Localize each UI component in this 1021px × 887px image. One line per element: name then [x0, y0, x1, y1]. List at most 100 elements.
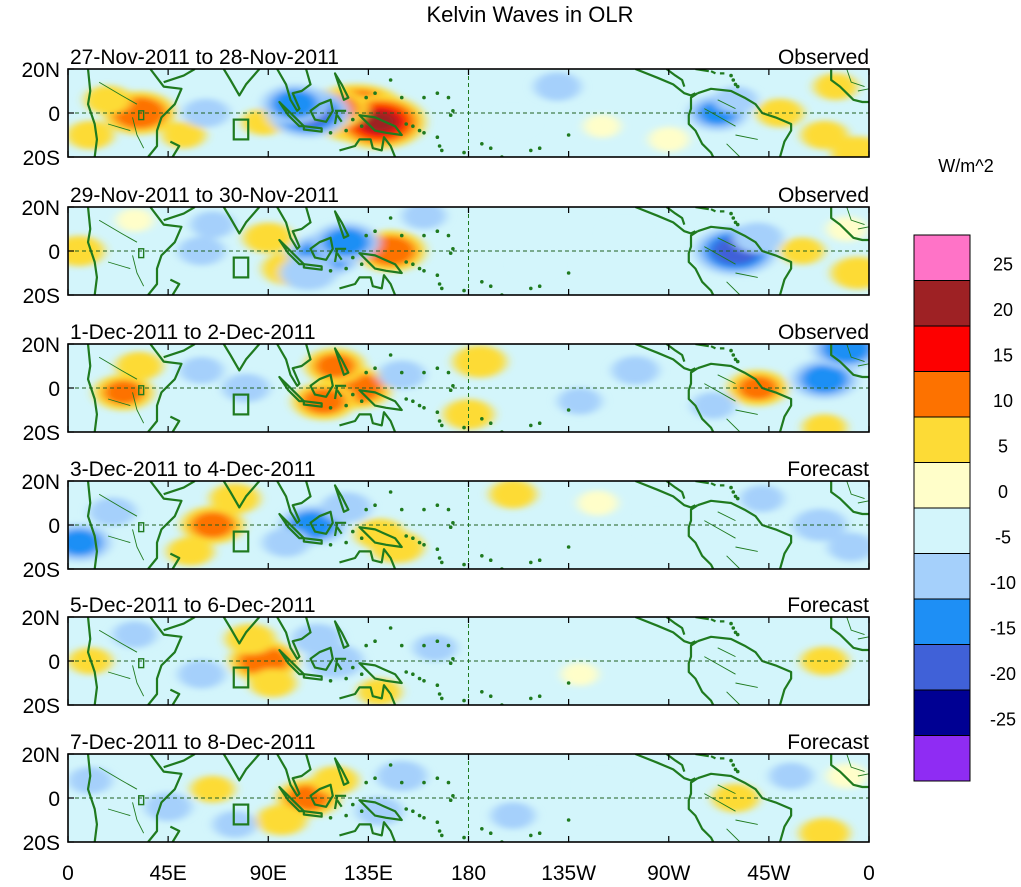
panel-5: 20N 0 20S 5-Dec-2011 to 6-Dec-2011 Forecast: [21, 594, 870, 718]
anomaly-blob: [769, 762, 814, 790]
anomaly-blob: [112, 621, 157, 649]
y-tick-label: 20S: [23, 147, 60, 170]
y-tick-label: 20S: [23, 832, 60, 855]
anomaly-blob: [452, 345, 507, 378]
anomaly-blob: [560, 662, 599, 686]
anomaly-blob: [190, 511, 235, 539]
colorbar-tick-label: 0: [998, 482, 1008, 502]
anomaly-blob: [68, 529, 102, 556]
anomaly-blob: [831, 136, 869, 157]
panel-period: 29-Nov-2011 to 30-Nov-2011: [70, 184, 339, 207]
x-tick-label: 0: [863, 862, 875, 885]
x-tick-label: 90W: [647, 862, 690, 885]
anomaly-blob: [577, 490, 618, 516]
anomaly-blob: [800, 120, 849, 150]
y-tick-label: 0: [48, 103, 60, 126]
colorbar-tick-label: 5: [998, 437, 1008, 457]
x-tick-label: 90E: [250, 862, 287, 885]
y-tick-label: 20S: [23, 695, 60, 718]
panel-1: 20N 0 20S 27-Nov-2011 to 28-Nov-2011 Observe…: [21, 46, 870, 170]
panel-period: 5-Dec-2011 to 6-Dec-2011: [70, 594, 316, 617]
panel-period: 3-Dec-2011 to 4-Dec-2011: [70, 458, 316, 481]
colorbar-swatch: [913, 462, 971, 509]
anomaly-blob: [837, 617, 869, 643]
anomaly-blob: [68, 120, 114, 150]
anomaly-blob: [88, 497, 137, 527]
panel-6: 20N 0 20S 7-Dec-2011 to 8-Dec-2011 Forecast: [21, 731, 870, 855]
x-tick-label: 180: [451, 862, 486, 885]
anomaly-blob: [780, 237, 825, 265]
anomaly-blob: [583, 114, 621, 138]
anomaly-blob: [827, 532, 869, 562]
colorbar-swatch: [913, 234, 971, 281]
y-tick-label: 20N: [21, 744, 60, 767]
anomaly-blob: [802, 414, 847, 432]
x-tick-label: 45E: [149, 862, 186, 885]
anomaly-blob: [68, 235, 105, 267]
x-tick-label: 45W: [747, 862, 790, 885]
panel-period: 27-Nov-2011 to 28-Nov-2011: [70, 46, 339, 69]
anomaly-blob: [581, 772, 623, 798]
colorbar-tick-label: -25: [990, 710, 1016, 730]
colorbar-tick-label: -20: [990, 664, 1016, 684]
anomaly-blob: [314, 353, 356, 379]
y-tick-label: 0: [48, 515, 60, 538]
anomaly-field: [68, 760, 868, 842]
y-tick-label: 20S: [23, 422, 60, 445]
panel-status: Forecast: [787, 458, 869, 481]
anomaly-blob: [270, 89, 319, 119]
y-tick-label: 20N: [21, 59, 60, 82]
anomaly-blob: [402, 207, 446, 230]
colorbar-tick-label: 20: [993, 300, 1013, 320]
y-tick-label: 20N: [21, 471, 60, 494]
y-tick-label: 20S: [23, 285, 60, 308]
anomaly-blob: [492, 109, 534, 135]
anomaly-blob: [144, 792, 192, 822]
anomaly-blob: [225, 623, 276, 655]
anomaly-blob: [378, 360, 426, 390]
anomaly-blob: [177, 659, 226, 689]
colorbar-swatch: [913, 735, 971, 782]
y-tick-label: 0: [48, 241, 60, 264]
anomaly-blob: [413, 634, 458, 662]
colorbar-tick-label: 10: [993, 391, 1013, 411]
anomaly-blob: [322, 227, 371, 257]
anomaly-blob: [748, 674, 790, 701]
colorbar-swatch: [913, 280, 971, 327]
anomaly-blob: [603, 220, 645, 246]
anomaly-blob: [249, 668, 297, 698]
panel-3: 20N 0 20S 1-Dec-2011 to 2-Dec-2011 Observed: [21, 321, 870, 445]
anomaly-blob: [256, 804, 307, 836]
colorbar-tick-label: -5: [995, 528, 1011, 548]
colorbar-swatch: [913, 371, 971, 418]
anomaly-blob: [648, 126, 690, 152]
anomaly-blob: [489, 481, 537, 509]
anomaly-blob: [831, 256, 869, 290]
x-tick-label: 0: [62, 862, 74, 885]
anomaly-blob: [190, 211, 235, 239]
anomaly-blob: [611, 356, 659, 385]
colorbar-swatch: [913, 507, 971, 554]
anomaly-blob: [756, 98, 804, 128]
anomaly-blob: [491, 802, 535, 830]
panel-status: Observed: [778, 46, 869, 69]
colorbar-tick-label: -10: [990, 573, 1016, 593]
panel-status: Forecast: [787, 731, 869, 754]
anomaly-blob: [799, 817, 850, 842]
panel-status: Observed: [778, 321, 869, 344]
anomaly-blob: [713, 86, 758, 114]
colorbar-tick-label: 25: [993, 255, 1013, 275]
x-axis: 0 45E 90E 135E 180 135W 90W 45W 0: [62, 862, 875, 885]
panel-2: 20N 0 20S 29-Nov-2011 to 30-Nov-2011 Observe…: [21, 184, 870, 308]
colorbar-tick-label: 15: [993, 346, 1013, 366]
x-tick-label: 135W: [541, 862, 596, 885]
anomaly-blob: [533, 72, 582, 101]
panel-status: Forecast: [787, 594, 869, 617]
anomaly-blob: [243, 222, 294, 254]
anomaly-blob: [357, 678, 402, 705]
anomaly-blob: [557, 387, 602, 415]
anomaly-blob: [436, 525, 478, 551]
y-tick-label: 20N: [21, 607, 60, 630]
anomaly-blob: [166, 537, 214, 566]
